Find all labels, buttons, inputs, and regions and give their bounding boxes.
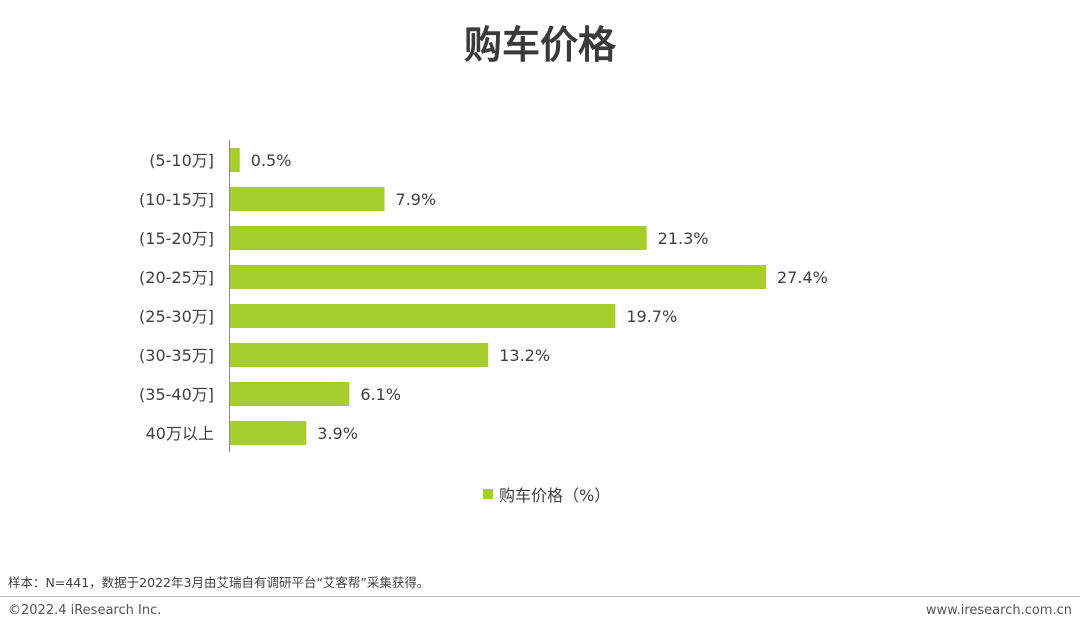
value-label: 3.9% (317, 424, 358, 443)
value-label: 19.7% (626, 307, 677, 326)
value-label: 13.2% (499, 346, 550, 365)
category-label: (5-10万] (149, 151, 214, 170)
category-label: (25-30万] (139, 307, 214, 326)
bar (230, 226, 647, 250)
value-label: 7.9% (396, 190, 437, 209)
bar (230, 148, 240, 172)
value-label: 6.1% (360, 385, 401, 404)
category-label: (20-25万] (139, 268, 214, 287)
value-label: 27.4% (777, 268, 828, 287)
chart-title: 购车价格 (463, 23, 616, 67)
legend: 购车价格（%） (483, 482, 610, 506)
copyright-text: ©2022.4 iResearch Inc. (8, 603, 162, 618)
category-label: (30-35万] (139, 346, 214, 365)
category-label: (15-20万] (139, 229, 214, 248)
category-label: (35-40万] (139, 385, 214, 404)
bars-group: (5-10万] 0.5% (10-15万] 7.9% (15-20万] 21.3% (20-… (139, 148, 828, 445)
website-link[interactable]: www.iresearch.com.cn (925, 603, 1072, 618)
bar (230, 304, 616, 328)
bar (230, 421, 307, 445)
legend-swatch (483, 489, 493, 499)
footer-divider (0, 596, 1080, 597)
legend-label: 购车价格（%） (499, 486, 611, 505)
bar (230, 343, 489, 367)
bar (230, 382, 350, 406)
category-label: (10-15万] (139, 190, 214, 209)
category-label: 40万以上 (146, 424, 214, 443)
bar-chart: (5-10万] 0.5% (10-15万] 7.9% (15-20万] 21.3% (20-… (139, 140, 828, 452)
value-label: 0.5% (251, 151, 292, 170)
value-label: 21.3% (658, 229, 709, 248)
sample-note: 样本：N=441，数据于2022年3月由艾瑞自有调研平台“艾客帮”采集获得。 (8, 575, 430, 590)
bar (230, 265, 766, 289)
bar (230, 187, 385, 211)
